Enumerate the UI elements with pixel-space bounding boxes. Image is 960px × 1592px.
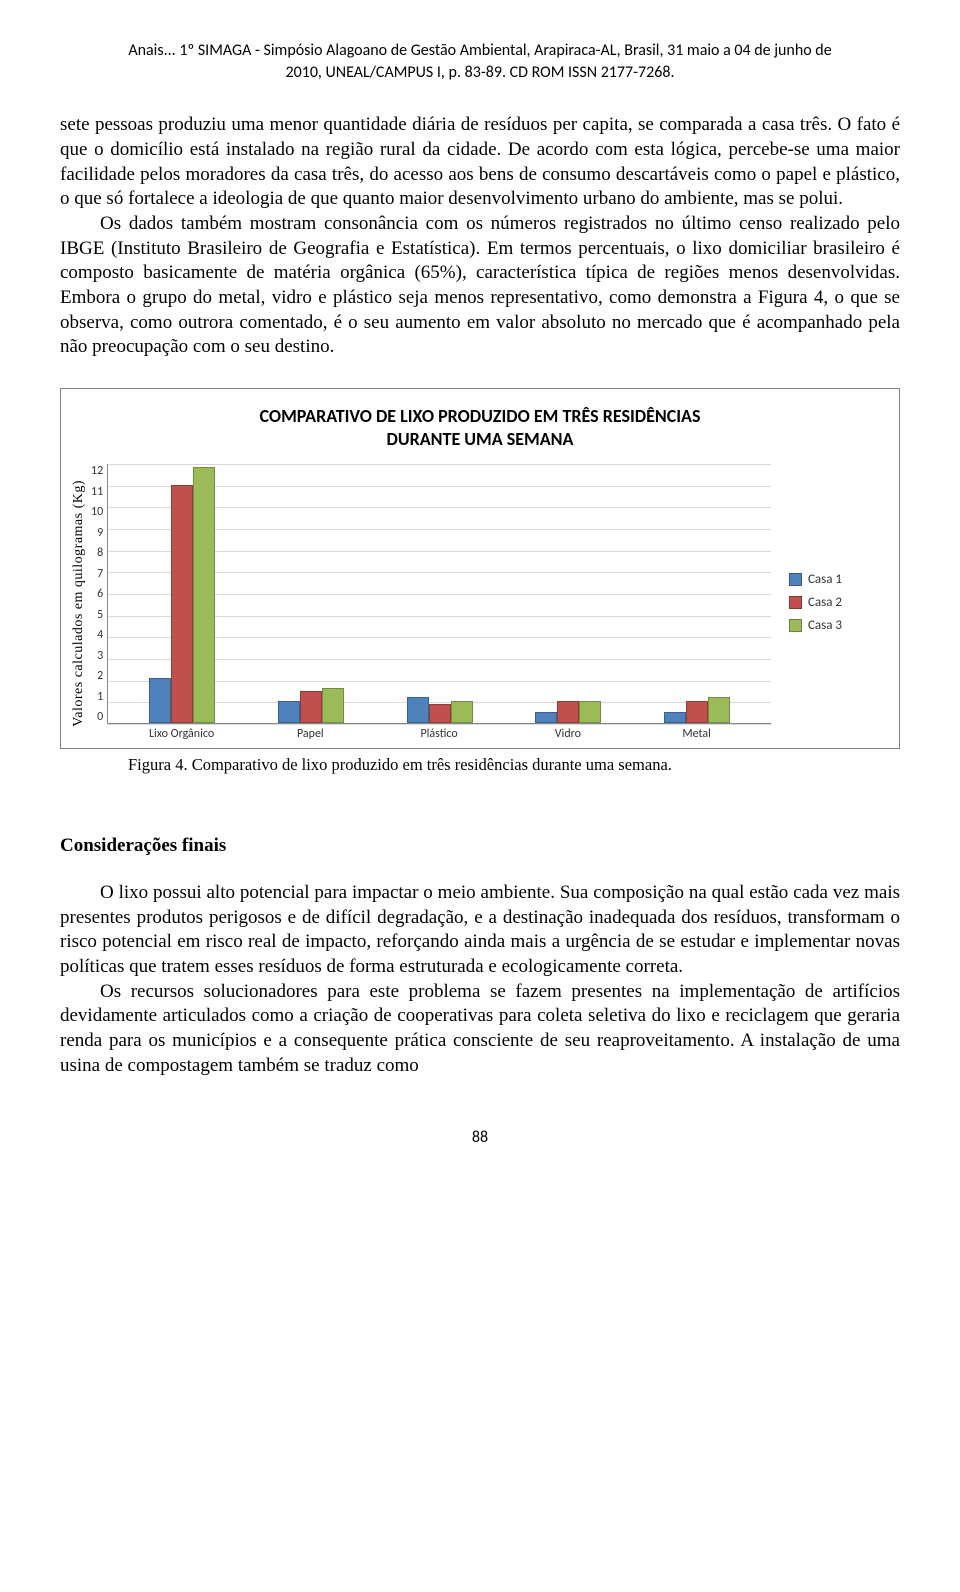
y-tick: 8 bbox=[97, 546, 103, 560]
legend-label: Casa 3 bbox=[808, 618, 842, 633]
page: Anais... 1º SIMAGA - Simpósio Alagoano d… bbox=[0, 0, 960, 1187]
legend-swatch bbox=[789, 596, 802, 609]
body-text-block-1: sete pessoas produziu uma menor quantida… bbox=[60, 113, 900, 360]
y-tick: 2 bbox=[97, 669, 103, 683]
chart-body: Valores calculados em quilogramas (Kg) 1… bbox=[67, 464, 893, 742]
bar bbox=[664, 712, 686, 723]
plot-wrap: Lixo Orgânico Papel Plástico Vidro Metal bbox=[107, 464, 771, 742]
x-tick-label: Papel bbox=[276, 728, 344, 742]
header-line-1: Anais... 1º SIMAGA - Simpósio Alagoano d… bbox=[60, 40, 900, 62]
bar bbox=[149, 678, 171, 724]
final-paragraph-1: O lixo possui alto potencial para impact… bbox=[60, 881, 900, 980]
chart-title-line-2: DURANTE UMA SEMANA bbox=[73, 428, 887, 451]
paragraph-2: Os dados também mostram consonância com … bbox=[60, 212, 900, 360]
y-ticks: 1211109876543210 bbox=[91, 464, 107, 724]
x-tick-label: Metal bbox=[663, 728, 731, 742]
bar bbox=[557, 701, 579, 723]
bar-group bbox=[148, 467, 216, 723]
legend-item: Casa 1 bbox=[789, 572, 879, 587]
header-line-2: 2010, UNEAL/CAMPUS I, p. 83-89. CD ROM I… bbox=[60, 62, 900, 84]
y-tick: 4 bbox=[97, 628, 103, 642]
bar bbox=[429, 704, 451, 724]
bar-group bbox=[277, 688, 345, 723]
bar bbox=[686, 701, 708, 723]
x-tick-label: Plástico bbox=[405, 728, 473, 742]
legend-label: Casa 2 bbox=[808, 595, 842, 610]
bar-group bbox=[534, 701, 602, 723]
chart-title-line-1: COMPARATIVO DE LIXO PRODUZIDO EM TRÊS RE… bbox=[73, 405, 887, 428]
y-tick: 7 bbox=[97, 567, 103, 581]
y-tick: 6 bbox=[97, 587, 103, 601]
x-axis-labels: Lixo Orgânico Papel Plástico Vidro Metal bbox=[107, 724, 771, 742]
bar-group bbox=[663, 697, 731, 723]
bar bbox=[535, 712, 557, 723]
bar bbox=[708, 697, 730, 723]
bar bbox=[171, 485, 193, 723]
y-tick: 12 bbox=[91, 464, 103, 478]
bar bbox=[322, 688, 344, 723]
y-tick: 5 bbox=[97, 608, 103, 622]
x-tick-label: Lixo Orgânico bbox=[148, 728, 216, 742]
bar bbox=[278, 701, 300, 723]
figure-4: COMPARATIVO DE LIXO PRODUZIDO EM TRÊS RE… bbox=[60, 388, 900, 775]
chart-card: COMPARATIVO DE LIXO PRODUZIDO EM TRÊS RE… bbox=[60, 388, 900, 749]
legend-item: Casa 3 bbox=[789, 618, 879, 633]
bars-row bbox=[108, 464, 771, 723]
page-number: 88 bbox=[60, 1128, 900, 1147]
legend-swatch bbox=[789, 619, 802, 632]
plot-area bbox=[107, 464, 771, 724]
bar-group bbox=[406, 697, 474, 723]
legend: Casa 1 Casa 2 Casa 3 bbox=[771, 464, 893, 742]
final-paragraph-2: Os recursos solucionadores para este pro… bbox=[60, 980, 900, 1079]
bar bbox=[193, 467, 215, 723]
x-tick-label: Vidro bbox=[534, 728, 602, 742]
bar bbox=[451, 701, 473, 723]
bar bbox=[579, 701, 601, 723]
chart-title: COMPARATIVO DE LIXO PRODUZIDO EM TRÊS RE… bbox=[73, 405, 887, 450]
gridline bbox=[108, 724, 771, 725]
y-tick: 9 bbox=[97, 526, 103, 540]
legend-label: Casa 1 bbox=[808, 572, 842, 587]
bar bbox=[407, 697, 429, 723]
y-tick: 3 bbox=[97, 649, 103, 663]
bar bbox=[300, 691, 322, 724]
figure-caption: Figura 4. Comparativo de lixo produzido … bbox=[128, 755, 900, 775]
y-tick: 10 bbox=[91, 505, 103, 519]
y-tick: 0 bbox=[97, 710, 103, 724]
section-heading: Considerações finais bbox=[60, 835, 900, 857]
paragraph-1: sete pessoas produziu uma menor quantida… bbox=[60, 113, 900, 212]
y-tick: 11 bbox=[91, 485, 103, 499]
body-text-block-2: O lixo possui alto potencial para impact… bbox=[60, 881, 900, 1079]
conference-header: Anais... 1º SIMAGA - Simpósio Alagoano d… bbox=[60, 40, 900, 83]
legend-item: Casa 2 bbox=[789, 595, 879, 610]
y-axis-label: Valores calculados em quilogramas (Kg) bbox=[67, 464, 91, 742]
legend-swatch bbox=[789, 573, 802, 586]
y-tick: 1 bbox=[97, 690, 103, 704]
